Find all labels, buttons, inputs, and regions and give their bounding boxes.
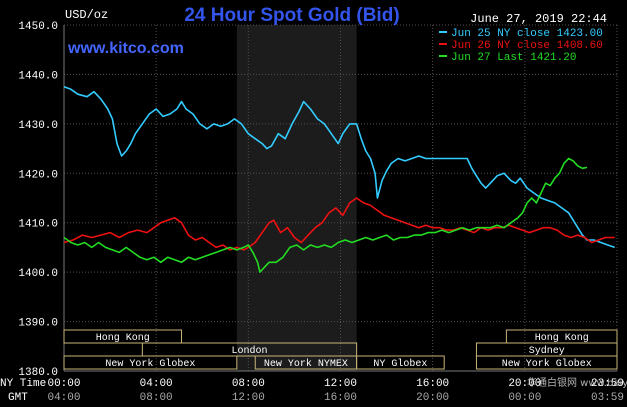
x-tick-label-ny: 00:00: [47, 378, 80, 390]
session-box: [63, 355, 238, 370]
session-7: New York Globex: [475, 355, 618, 370]
series-line-jun-26: [63, 197, 615, 251]
chart-title: 24 Hour Spot Gold (Bid): [184, 5, 399, 26]
y-tick-label: 1410.0: [18, 219, 58, 231]
session-0: Hong Kong: [63, 329, 183, 344]
x-tick-label-gmt: 08:00: [140, 392, 173, 404]
session-box: [356, 355, 445, 370]
gmt-row-label: GMT: [8, 392, 28, 404]
ny-time-row-label: NY Time: [0, 378, 46, 390]
footer-watermark: 华通白银网 www.baiyinjie.com: [527, 376, 627, 389]
x-tick-label-gmt: 12:00: [232, 392, 265, 404]
y-tick-label: 1400.0: [18, 268, 58, 280]
watermark: www.kitco.com: [67, 40, 184, 57]
x-tick-label-gmt: 00:00: [508, 392, 541, 404]
session-label: New York NYMEX: [264, 358, 348, 370]
session-label: Sydney: [529, 345, 565, 357]
grid-lines: [63, 24, 618, 372]
session-box: [475, 355, 618, 370]
x-axis: 00:00 04:00 04:00 08:00 08:00 12:00 12:00 16:00…: [47, 378, 624, 404]
date-timestamp: June 27, 2019 22:44: [470, 12, 607, 26]
y-tick-label: 1430.0: [18, 120, 58, 132]
series-line-jun-27: [63, 157, 588, 273]
y-tick-label: 1450.0: [18, 21, 58, 33]
session-label: Hong Kong: [535, 333, 589, 344]
x-tick-label-gmt: 20:00: [416, 392, 449, 404]
shaded-market-interval: [236, 25, 357, 371]
x-tick-label-ny: 20:00: [508, 378, 541, 390]
session-label: London: [231, 345, 267, 357]
session-label: New York Globex: [105, 358, 195, 370]
y-tick-label: 1440.0: [18, 70, 58, 82]
x-tick-label-ny: 23:59: [591, 378, 624, 390]
session-6: NY Globex: [356, 355, 445, 370]
series-line-jun-25: [63, 86, 615, 249]
x-tick-label-ny: 04:00: [140, 378, 173, 390]
session-4: New York Globex: [63, 355, 238, 370]
x-tick-label-gmt: 03:59: [591, 392, 624, 404]
legend-entry: Jun 26 NY close 1408.60: [451, 40, 603, 52]
price-series: [63, 86, 615, 273]
y-axis-label: USD/oz: [65, 8, 108, 22]
x-tick-label-gmt: 16:00: [324, 392, 357, 404]
x-tick-label-ny: 08:00: [232, 378, 265, 390]
session-2: London: [141, 342, 358, 357]
y-tick-label: 1420.0: [18, 169, 58, 181]
session-label: NY Globex: [373, 358, 427, 370]
legend-entry: Jun 27 Last 1421.20: [451, 52, 576, 64]
session-box: [141, 342, 358, 357]
y-axis: 1380.0 1390.0 1400.0 1410.0 1420.0 1430.0 1440…: [18, 21, 58, 379]
session-label: Hong Kong: [96, 333, 150, 344]
session-5: New York NYMEX: [254, 355, 358, 370]
session-box: [63, 329, 183, 344]
legend-entry: Jun 25 NY close 1423.00: [451, 28, 603, 40]
x-tick-label-ny: 16:00: [416, 378, 449, 390]
y-tick-label: 1390.0: [18, 318, 58, 330]
y-tick-label: 1380.0: [18, 367, 58, 379]
session-label: New York Globex: [502, 358, 592, 370]
x-tick-label-ny: 12:00: [324, 378, 357, 390]
x-tick-label-gmt: 04:00: [47, 392, 80, 404]
